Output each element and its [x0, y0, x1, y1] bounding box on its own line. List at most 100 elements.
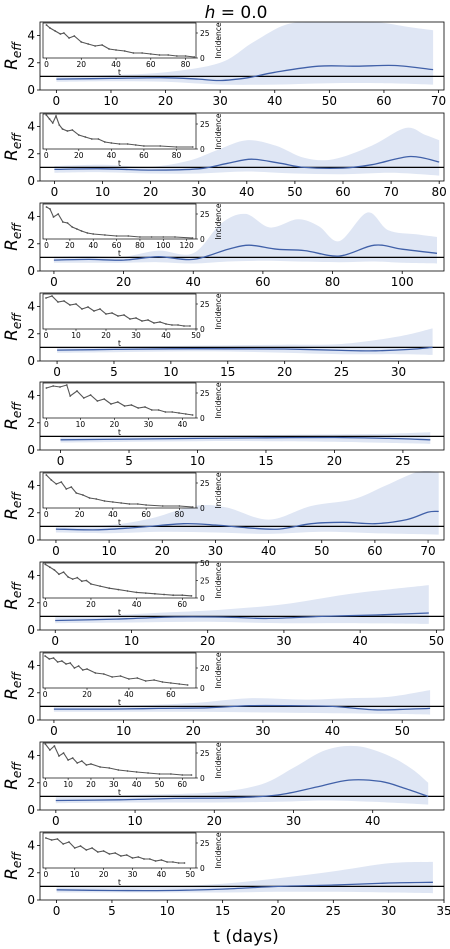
- incidence-point: [55, 115, 57, 117]
- incidence-point: [167, 54, 170, 56]
- y-tick-label: 4: [27, 839, 35, 853]
- incidence-point: [190, 774, 193, 776]
- inset: 0 10 20 30 40 50 60 0 25 t Incidence: [42, 742, 223, 797]
- axes-frame: [39, 651, 445, 721]
- x-tick-label: 10: [160, 904, 175, 918]
- incidence-point: [65, 488, 68, 490]
- x-tick-label: 40: [353, 634, 368, 648]
- incidence-point: [117, 588, 120, 591]
- incidence-point: [65, 663, 67, 665]
- x-tick-label: 10: [95, 185, 110, 199]
- x-tick-label: 5: [108, 904, 116, 918]
- inset-x-label: t: [118, 698, 121, 707]
- inset-y-label: Incidence: [214, 113, 223, 149]
- incidence-point: [172, 861, 174, 863]
- credible-band: [53, 212, 438, 264]
- credible-band: [55, 585, 429, 624]
- inset-y-tick-label: 25: [200, 29, 210, 38]
- axes-frame: [39, 471, 445, 541]
- incidence-point: [97, 138, 100, 140]
- inset-y-label: Incidence: [214, 562, 223, 598]
- y-tick-label: 2: [27, 776, 35, 790]
- incidence-point: [86, 232, 89, 234]
- incidence-point: [90, 583, 92, 585]
- x-tick-label: 40: [239, 185, 254, 199]
- incidence-point: [148, 858, 151, 860]
- incidence-point: [159, 145, 162, 147]
- inset-y-tick-label: 20: [200, 664, 210, 673]
- inset-x-label: t: [118, 608, 121, 617]
- inset-y-tick-label: 0: [200, 54, 205, 63]
- incidence-point: [62, 843, 65, 845]
- y-axis-label-main: R: [2, 58, 22, 70]
- axes-frame: [39, 831, 445, 901]
- incidence-point: [101, 44, 104, 46]
- y-axis-label-sub: eff: [10, 491, 24, 508]
- incidence-point: [85, 579, 88, 582]
- incidence-point: [77, 665, 80, 667]
- incidence-point: [135, 591, 138, 594]
- inset-x-tick-label: 40: [107, 151, 117, 160]
- inset-x-tick-label: 20: [86, 600, 96, 609]
- x-tick-label: 50: [429, 634, 444, 648]
- inset-x-tick-label: 80: [172, 151, 182, 160]
- y-axis-label: Reff: [2, 581, 24, 610]
- incidence-point: [189, 325, 191, 327]
- x-tick-label: 40: [186, 275, 201, 289]
- incidence-point: [48, 749, 51, 751]
- incidence-point: [81, 308, 83, 310]
- incidence-point: [162, 236, 165, 238]
- incidence-point: [68, 37, 70, 39]
- incidence-point: [108, 48, 110, 50]
- incidence-point: [86, 668, 88, 670]
- inset-y-label: Incidence: [214, 472, 223, 508]
- x-tick-label: 40: [261, 544, 276, 558]
- inset-x-tick-label: 20: [82, 690, 92, 699]
- y-tick-label: 4: [27, 210, 35, 224]
- median-line: [55, 510, 439, 531]
- incidence-point: [73, 667, 76, 669]
- incidence-point: [56, 661, 59, 663]
- incidence-point: [80, 580, 83, 583]
- incidence-point: [95, 498, 98, 500]
- x-tick-label: 70: [431, 94, 446, 108]
- incidence-point: [71, 129, 74, 131]
- incidence-point: [61, 128, 64, 130]
- incidence-point: [79, 845, 82, 847]
- x-tick-label: 20: [327, 454, 342, 468]
- inset-x-tick-label: 10: [76, 420, 86, 429]
- inset-x-tick-label: 40: [111, 60, 121, 69]
- incidence-point: [49, 208, 51, 210]
- inset-x-tick-label: 0: [44, 241, 49, 250]
- y-axis-label-main: R: [2, 598, 22, 610]
- inset: 0 20 40 60 0 20 t Incidence: [42, 652, 223, 707]
- inset-x-tick-label: 30: [131, 331, 141, 340]
- incidence-point: [67, 759, 70, 761]
- incidence-point: [153, 322, 155, 324]
- inset-x-tick-label: 0: [43, 870, 48, 879]
- incidence-point: [96, 851, 99, 853]
- incidence-point: [111, 312, 113, 314]
- incidence-point: [62, 32, 65, 34]
- y-tick-label: 2: [27, 416, 35, 430]
- axes-frame: [39, 112, 445, 182]
- incidence-point: [128, 678, 130, 680]
- incidence-point: [73, 35, 76, 37]
- axes-frame: [39, 561, 445, 631]
- incidence-point: [183, 862, 186, 864]
- x-tick-label: 0: [53, 904, 61, 918]
- x-tick-label: 25: [334, 365, 349, 379]
- incidence-point: [178, 412, 180, 414]
- y-tick-label: 2: [27, 506, 35, 520]
- incidence-point: [191, 414, 194, 416]
- x-tick-label: 0: [51, 634, 59, 648]
- inset-x-tick-label: 0: [43, 600, 48, 609]
- x-tick-label: 10: [103, 94, 118, 108]
- x-tick-label: 70: [420, 544, 435, 558]
- incidence-point: [117, 315, 119, 317]
- x-tick-label: 70: [383, 185, 398, 199]
- inset-x-tick-label: 40: [157, 870, 167, 879]
- incidence-point: [184, 413, 187, 415]
